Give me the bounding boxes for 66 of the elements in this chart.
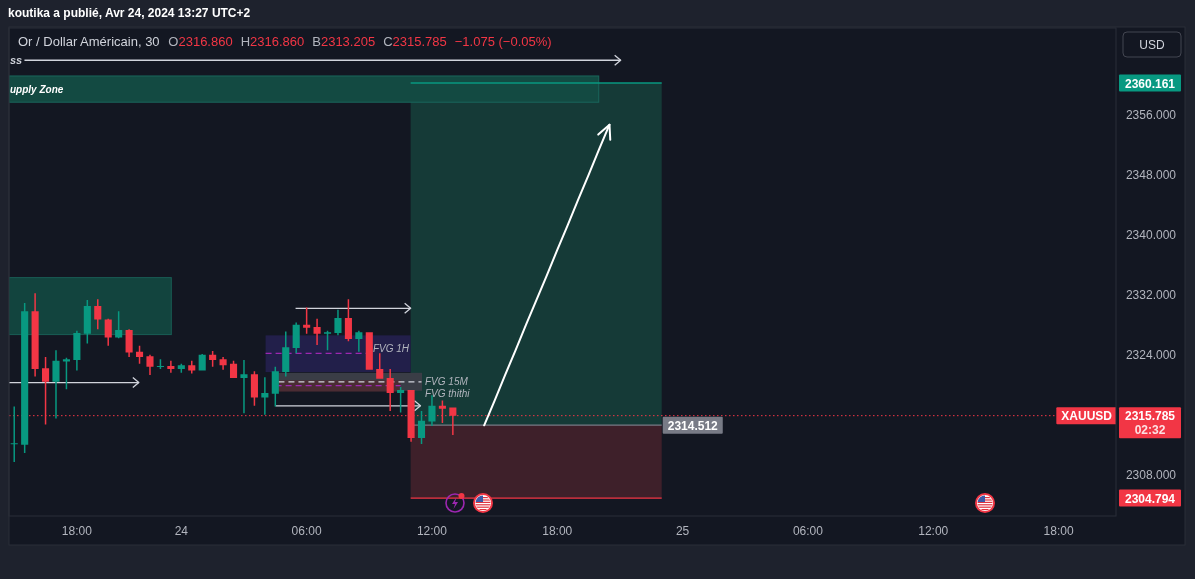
candlestick [240, 360, 248, 414]
band-label: upply Zone [10, 83, 64, 95]
candlestick [313, 318, 321, 346]
ref-line-label: ss [10, 54, 23, 67]
text: 02:32 [1134, 423, 1166, 438]
annotation: B2313.205 [312, 34, 376, 49]
candlestick [219, 357, 227, 370]
x-tick-label: 18:00 [61, 524, 93, 538]
x-tick-label: 06:00 [792, 524, 824, 538]
band-label: FVG 1H [372, 343, 410, 354]
candlestick [104, 318, 112, 346]
candlestick [355, 330, 363, 352]
ref-line-label: XAUUSD [1061, 409, 1113, 424]
band-label: FVG 15M [425, 376, 469, 387]
candlestick [177, 363, 185, 373]
y-tick-label: 2324.000 [1125, 347, 1177, 362]
y-tick-label: 2348.000 [1125, 167, 1177, 182]
x-tick-label: 06:00 [291, 524, 322, 538]
y-tick-label: 2340.000 [1125, 227, 1177, 242]
candlestick [365, 332, 373, 370]
annotation: C2315.785 [383, 34, 447, 49]
y-axis-title: USD [1139, 38, 1165, 52]
candlestick [292, 322, 300, 354]
candlestick [250, 371, 258, 406]
y-tick-label: 2332.000 [1125, 287, 1177, 302]
text: Or / Dollar Américain, 30 [18, 34, 160, 49]
candlestick [73, 330, 81, 371]
candlestick [344, 299, 352, 342]
candlestick [31, 293, 39, 377]
y-tick-label: 2304.794 [1124, 491, 1176, 506]
candlestick [167, 360, 175, 373]
band-label: FVG thithi [425, 388, 471, 399]
candlestick [376, 353, 384, 379]
y-tick-label: 2356.000 [1125, 107, 1177, 122]
y-tick-label: 2308.000 [1125, 467, 1177, 482]
candlestick [271, 366, 279, 407]
candlestick [10, 406, 18, 463]
annotation: −1.075 (−0.05%) [454, 34, 552, 49]
candlestick [428, 395, 436, 427]
y-tick-label: 2315.785 [1124, 409, 1176, 424]
x-tick-label: 18:00 [542, 524, 573, 538]
ref-line-label: 2314.512 [667, 418, 719, 433]
candlestick [229, 360, 238, 379]
candlestick [198, 354, 206, 371]
annotation: O2316.860 [168, 34, 233, 49]
y-tick-label: 2360.161 [1124, 76, 1176, 91]
x-tick-label: 24 [174, 524, 189, 538]
candlestick [94, 299, 102, 330]
candlestick [334, 309, 342, 336]
candlestick [261, 377, 269, 415]
candlestick [386, 369, 394, 412]
candlestick [21, 303, 29, 454]
x-tick-label: 25 [675, 524, 690, 538]
candlestick [83, 300, 91, 344]
x-tick-label: 12:00 [918, 524, 949, 538]
candlestick [146, 354, 154, 376]
candlestick [52, 350, 60, 419]
annotation: H2316.860 [240, 34, 305, 49]
candlestick [115, 311, 123, 339]
text: koutika a publié, Avr 24, 2024 13:27 UTC+2 [8, 6, 251, 20]
candlestick [125, 329, 133, 358]
candlestick [417, 411, 426, 445]
x-tick-label: 12:00 [416, 524, 448, 538]
x-tick-label: 18:00 [1043, 524, 1074, 538]
candlestick [188, 360, 196, 374]
candlestick [282, 331, 290, 377]
